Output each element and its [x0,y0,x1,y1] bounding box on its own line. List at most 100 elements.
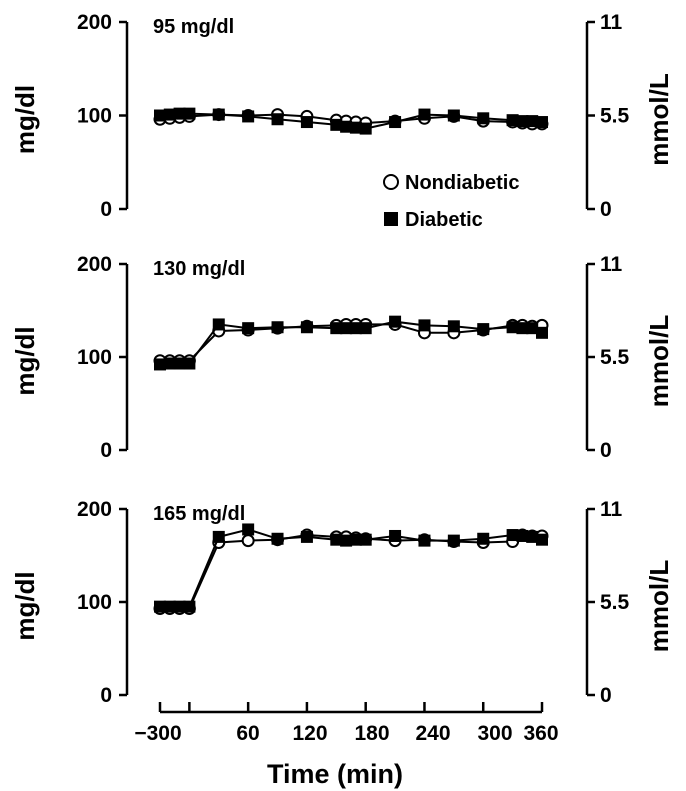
marker-diabetic [516,115,529,128]
marker-diabetic [271,113,284,126]
right-axis-title: mmol/L [644,73,674,166]
marker-diabetic [340,322,353,335]
marker-diabetic [242,523,255,536]
marker-diabetic [173,357,186,370]
marker-diabetic [447,109,460,122]
legend-diabetic-label: Diabetic [405,209,483,231]
marker-diabetic [349,322,362,335]
right-tick-label: 0 [600,198,612,221]
marker-diabetic [330,533,343,546]
left-tick-label: 200 [77,11,112,34]
left-tick-label: 0 [100,439,112,462]
marker-diabetic [516,322,529,335]
marker-diabetic [340,534,353,547]
panel-label: 130 mg/dl [153,258,245,280]
marker-diabetic [506,529,519,542]
x-tick-label: 180 [354,722,389,745]
marker-diabetic [163,357,176,370]
left-tick-label: 100 [77,591,112,614]
marker-diabetic [516,529,529,542]
panel-label: 95 mg/dl [153,16,234,38]
marker-diabetic [340,120,353,133]
right-tick-label: 11 [600,253,623,276]
marker-diabetic [447,320,460,333]
x-tick-label: 360 [523,722,558,745]
panel-3: 0 100 200 mg/dl 0 5.5 11 mmol/L 165 mg/dl [10,498,674,707]
marker-diabetic [389,315,402,328]
marker-diabetic [173,107,186,120]
x-tick-label: 240 [415,722,450,745]
marker-diabetic [183,357,196,370]
x-tick-label: −300 [134,722,181,745]
x-axis: −300 60 120 180 240 300 360 [134,702,559,745]
marker-diabetic [183,600,196,613]
marker-diabetic [536,533,548,546]
legend-diabetic-marker [384,212,398,226]
left-axis-title: mg/dl [10,85,40,154]
left-axis-title: mg/dl [10,571,40,640]
x-tick-label: 120 [292,722,327,745]
marker-diabetic [526,322,539,335]
marker-diabetic [447,534,460,547]
marker-diabetic [359,322,372,335]
marker-diabetic [212,108,225,121]
marker-diabetic [242,110,255,123]
right-tick-label: 5.5 [600,591,630,614]
marker-diabetic [477,323,490,336]
marker-diabetic [163,108,176,121]
marker-diabetic [173,600,186,613]
marker-diabetic [349,533,362,546]
right-tick-label: 0 [600,439,612,462]
legend-nondiabetic-marker [383,174,399,190]
marker-diabetic [477,112,490,125]
legend-nondiabetic-label: Nondiabetic [405,172,519,194]
marker-diabetic [300,530,313,543]
right-tick-label: 5.5 [600,346,630,369]
x-axis-title: Time (min) [267,759,403,789]
marker-diabetic [154,600,166,613]
marker-diabetic [163,600,176,613]
marker-diabetic [271,532,284,545]
marker-diabetic [154,358,166,371]
right-axis-title: mmol/L [644,560,674,653]
marker-diabetic [330,118,343,131]
marker-diabetic [300,321,313,334]
left-tick-label: 0 [100,684,112,707]
marker-diabetic [418,534,431,547]
panel-label: 165 mg/dl [153,503,245,525]
left-tick-label: 100 [77,346,112,369]
marker-diabetic [242,322,255,335]
panels: 0 100 200 mg/dl 0 5.5 11 mmol/L 95 mg/dl Nondiabe… [10,11,674,707]
right-tick-label: 0 [600,684,612,707]
marker-diabetic [359,122,372,135]
left-tick-label: 200 [77,253,112,276]
marker-diabetic [477,532,490,545]
marker-diabetic [212,318,225,331]
marker-diabetic [154,109,166,122]
panel-1: 0 100 200 mg/dl 0 5.5 11 mmol/L 95 mg/dl Nondiabe… [10,11,674,231]
right-tick-label: 11 [600,11,623,34]
left-tick-label: 200 [77,498,112,521]
marker-diabetic [300,116,313,129]
right-axis-title: mmol/L [644,315,674,408]
legend: Nondiabetic Diabetic [383,172,519,231]
marker-diabetic [536,116,548,129]
left-axis-title: mg/dl [10,326,40,395]
x-tick-label: 60 [236,722,259,745]
marker-diabetic [526,115,539,128]
marker-diabetic [506,321,519,334]
marker-diabetic [526,530,539,543]
x-tick-label: 300 [477,722,512,745]
right-tick-label: 5.5 [600,105,630,128]
left-tick-label: 0 [100,198,112,221]
panel-2: 0 100 200 mg/dl 0 5.5 11 mmol/L 130 mg/dl [10,253,674,462]
marker-diabetic [536,326,548,339]
marker-diabetic [212,530,225,543]
marker-diabetic [418,108,431,121]
marker-diabetic [271,321,284,334]
marker-diabetic [183,107,196,120]
marker-diabetic [389,116,402,129]
marker-diabetic [330,322,343,335]
marker-nondiabetic [241,534,255,548]
